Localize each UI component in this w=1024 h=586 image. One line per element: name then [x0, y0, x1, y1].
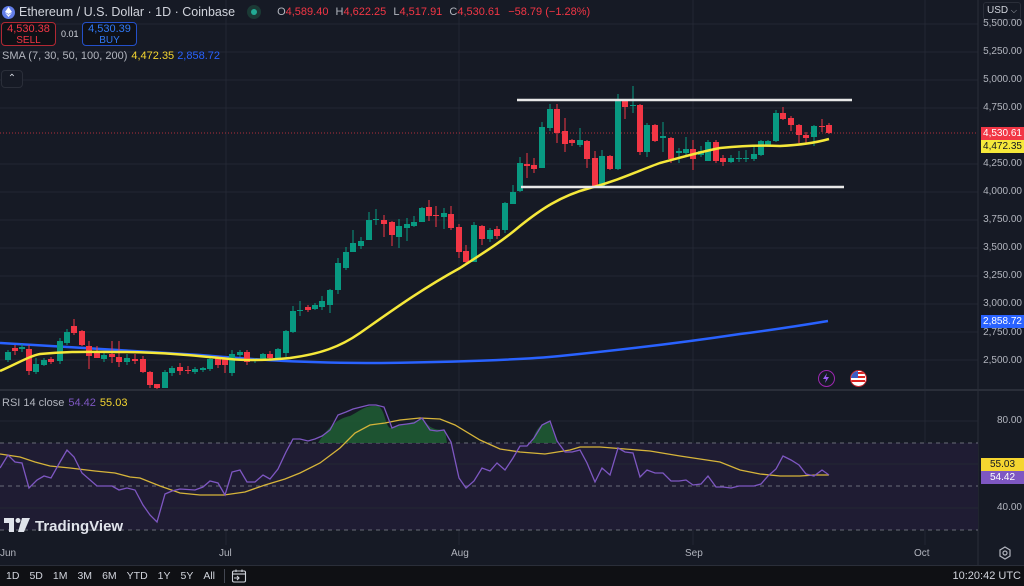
price-tick: 4,000.00: [983, 186, 1022, 197]
rsi-tick: 40.00: [996, 502, 1022, 513]
range-1y-button[interactable]: 1Y: [157, 570, 171, 582]
rsi-value: 54.42: [68, 397, 96, 409]
high-value: 4,622.25: [343, 6, 387, 18]
rsi-ma-tag: 55.03: [981, 458, 1024, 471]
collapse-legend-button[interactable]: ⌃: [1, 70, 23, 88]
sma30-value: 4,472.35: [131, 50, 175, 62]
time-tick: Jul: [219, 548, 232, 559]
settings-gear-icon[interactable]: [998, 546, 1012, 560]
range-1d-button[interactable]: 1D: [6, 570, 20, 582]
sma200-value: 2,858.72: [177, 50, 221, 62]
range-6m-button[interactable]: 6M: [102, 570, 117, 582]
time-tick: Jun: [0, 548, 17, 559]
rsi-label: RSI 14 close: [2, 397, 65, 409]
rsi-legend[interactable]: RSI 14 close 54.42 55.03: [2, 397, 127, 409]
symbol-title[interactable]: Ethereum / U.S. Dollar · 1D · Coinbase: [19, 5, 236, 19]
price-tick: 5,250.00: [983, 46, 1022, 57]
high-label: H: [335, 6, 344, 18]
utc-clock[interactable]: 10:20:42 UTC: [952, 570, 1021, 582]
change-value: −58.79 (−1.28%): [508, 6, 591, 18]
price-tick: 4,250.00: [983, 158, 1022, 169]
sma-label: SMA (7, 30, 50, 100, 200): [2, 50, 128, 62]
tradingview-logo-icon: [4, 518, 30, 535]
price-tick: 3,250.00: [983, 270, 1022, 281]
rsi-tick: 80.00: [996, 415, 1022, 426]
rsi-value-tag: 54.42: [981, 471, 1024, 484]
ethereum-icon: [2, 5, 15, 19]
tradingview-logo-text: TradingView: [35, 518, 124, 535]
price-tick: 5,500.00: [983, 18, 1022, 29]
last-price-tag: 4,530.61: [981, 127, 1024, 140]
range-3m-button[interactable]: 3M: [77, 570, 93, 582]
chevron-down-icon: ⌵: [1010, 6, 1017, 15]
price-tick: 3,500.00: [983, 242, 1022, 253]
open-label: O: [277, 6, 286, 18]
range-5y-button[interactable]: 5Y: [180, 570, 194, 582]
currency-select[interactable]: USD ⌵: [983, 2, 1021, 20]
sma200-price-tag: 2,858.72: [981, 315, 1024, 328]
divider: [224, 569, 226, 583]
tradingview-logo[interactable]: TradingView: [4, 518, 123, 535]
flash-event-icon[interactable]: [818, 370, 835, 387]
open-value: 4,589.40: [285, 6, 329, 18]
price-tick: 5,000.00: [983, 74, 1022, 85]
price-tick: 2,500.00: [983, 355, 1022, 366]
us-flag-event-icon[interactable]: [850, 370, 867, 387]
buy-button[interactable]: 4,530.39 BUY: [82, 22, 137, 46]
time-tick: Aug: [451, 548, 469, 559]
candles: [5, 86, 832, 389]
sma30-price-tag: 4,472.35: [981, 140, 1024, 153]
close-value: 4,530.61: [457, 6, 501, 18]
range-1m-button[interactable]: 1M: [52, 570, 68, 582]
buy-price: 4,530.39: [88, 23, 131, 35]
range-all-button[interactable]: All: [203, 570, 216, 582]
range-ytd-button[interactable]: YTD: [126, 570, 148, 582]
price-tick: 4,750.00: [983, 102, 1022, 113]
sell-button[interactable]: 4,530.38 SELL: [1, 22, 56, 46]
low-label: L: [393, 6, 400, 18]
close-label: C: [449, 6, 458, 18]
sell-label: SELL: [16, 35, 41, 46]
symbol-legend: Ethereum / U.S. Dollar · 1D · Coinbase O…: [0, 3, 590, 21]
spread-value: 0.01: [61, 29, 79, 39]
price-tick: 2,750.00: [983, 327, 1022, 338]
market-open-icon: [247, 5, 262, 19]
ohlc-values: O4,589.40 H4,622.25 L4,517.91 C4,530.61 …: [273, 6, 590, 18]
sell-price: 4,530.38: [7, 23, 50, 35]
sma-legend[interactable]: SMA (7, 30, 50, 100, 200) 4,472.35 2,858.7…: [2, 50, 220, 62]
low-value: 4,517.91: [399, 6, 443, 18]
currency-value: USD: [987, 5, 1009, 16]
go-to-date-calendar-icon[interactable]: [231, 569, 247, 583]
bottom-toolbar: 1D 5D 1M 3M 6M YTD 1Y 5Y All 10:20:42 UT…: [0, 565, 1024, 586]
time-tick: Sep: [685, 548, 703, 559]
price-tick: 3,000.00: [983, 298, 1022, 309]
range-5d-button[interactable]: 5D: [29, 570, 43, 582]
chevron-up-icon: ⌃: [7, 73, 17, 84]
time-tick: Oct: [914, 548, 930, 559]
price-tick: 3,750.00: [983, 214, 1022, 225]
buy-label: BUY: [99, 35, 120, 46]
rsi-ma-value: 55.03: [99, 397, 128, 409]
